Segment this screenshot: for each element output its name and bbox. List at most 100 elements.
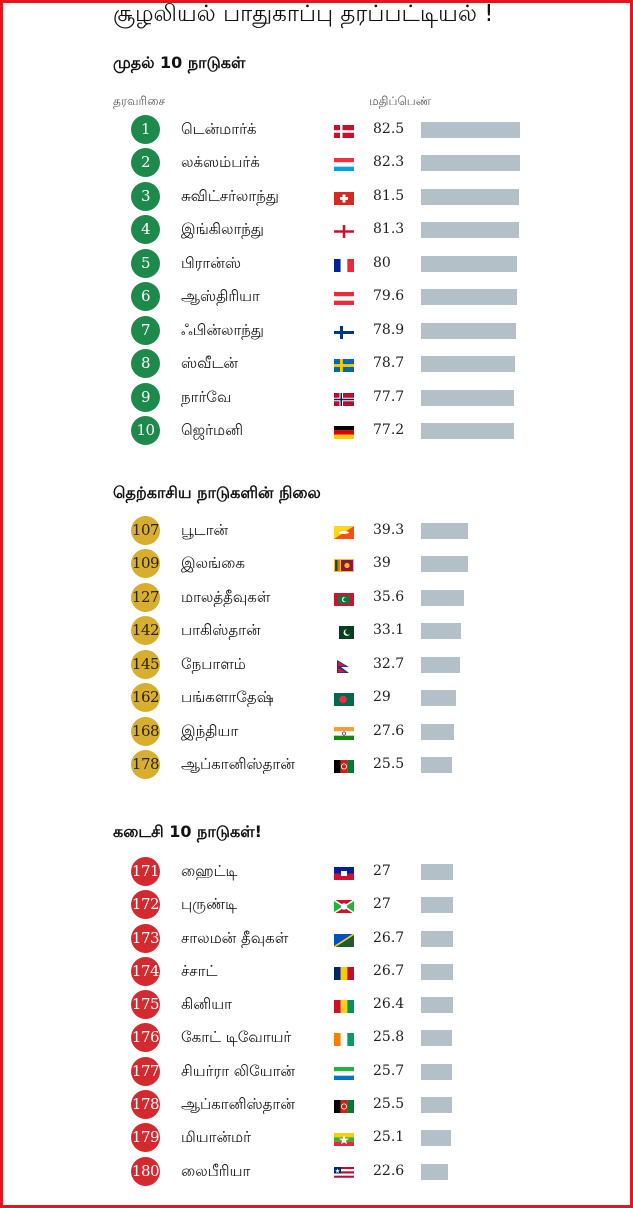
table-row: 127 மாலத்தீவுகள் 35.6 (0, 581, 633, 615)
country-name: நேபாளம் (181, 655, 246, 673)
sri-lanka-flag (334, 557, 354, 572)
rank-badge: 4 (131, 215, 160, 244)
score-value: 27.6 (373, 723, 405, 739)
score-value: 82.5 (373, 121, 405, 137)
score-bar (421, 897, 453, 913)
rank-badge: 172 (131, 890, 160, 919)
score-bar (421, 122, 520, 138)
country-name: பாகிஸ்தான் (181, 621, 261, 639)
score-bar (421, 155, 520, 171)
score-value: 25.8 (373, 1029, 405, 1045)
pakistan-flag (334, 624, 354, 639)
score-bar (421, 289, 517, 305)
score-value: 25.1 (373, 1129, 405, 1145)
india-flag (334, 725, 354, 740)
score-value: 25.7 (373, 1063, 405, 1079)
score-value: 26.4 (373, 996, 405, 1012)
table-row: 3 சுவிட்சர்லாந்து 81.5 (0, 180, 633, 214)
score-bar (421, 356, 515, 372)
rank-badge: 10 (131, 416, 160, 445)
france-flag (334, 257, 354, 272)
country-name: மியான்மர் (181, 1128, 251, 1146)
solomon-islands-flag (333, 932, 355, 948)
score-bar (421, 556, 468, 572)
rank-badge: 178 (131, 1090, 160, 1119)
chad-flag (334, 965, 354, 980)
rank-badge: 162 (131, 683, 160, 712)
table-row: 176 கோட் டிவோயர் 25.8 (0, 1021, 633, 1055)
score-value: 35.6 (373, 589, 405, 605)
country-name: பிரான்ஸ் (181, 254, 241, 272)
score-value: 27 (373, 896, 391, 912)
score-bar (421, 757, 452, 773)
table-row: 10 ஜெர்மனி 77.2 (0, 414, 633, 448)
rank-badge: 168 (131, 717, 160, 746)
score-bar (421, 1130, 451, 1146)
score-value: 80 (373, 255, 391, 271)
table-row: 174 ச்சாட் 26.7 (0, 955, 633, 989)
score-bar (421, 256, 517, 272)
table-row: 177 சியர்ரா லியோன் 25.7 (0, 1055, 633, 1089)
rank-badge: 177 (131, 1057, 160, 1086)
finland-flag (334, 324, 354, 339)
rank-badge: 178 (131, 750, 160, 779)
score-value: 27 (373, 863, 391, 879)
score-value: 81.3 (373, 221, 405, 237)
table-row: 179 மியான்மர் 25.1 (0, 1121, 633, 1155)
country-name: புருண்டி (181, 895, 238, 913)
table-row: 1 டென்மார்க் 82.5 (0, 113, 633, 147)
score-bar (421, 523, 468, 539)
score-bar (421, 590, 464, 606)
score-bar (421, 864, 453, 880)
table-row: 5 பிரான்ஸ் 80 (0, 247, 633, 281)
score-bar (421, 323, 516, 339)
score-bar (421, 997, 453, 1013)
rank-badge: 107 (131, 516, 160, 545)
england-flag (334, 223, 354, 238)
table-row: 145 நேபாளம் 32.7 (0, 648, 633, 682)
page-title: சூழலியல் பாதுகாப்பு தரப்பட்டியல் ! (113, 1, 494, 27)
score-bar (421, 1164, 448, 1180)
score-value: 26.7 (373, 930, 405, 946)
burundi-flag (333, 898, 355, 914)
score-value: 77.2 (373, 422, 405, 438)
country-name: ஆப்கானிஸ்தான் (181, 1095, 295, 1113)
rank-badge: 109 (131, 549, 160, 578)
rank-badge: 176 (131, 1023, 160, 1052)
rank-badge: 179 (131, 1123, 160, 1152)
country-name: லைபீரியா (181, 1162, 251, 1180)
rank-badge: 173 (131, 924, 160, 953)
rank-badge: 1 (131, 115, 160, 144)
rank-badge: 142 (131, 616, 160, 645)
score-bar (421, 390, 514, 406)
score-value: 22.6 (373, 1163, 405, 1179)
ivory-coast-flag (334, 1031, 354, 1046)
sweden-flag (334, 357, 354, 372)
liberia-flag (334, 1165, 354, 1181)
rank-badge: 7 (131, 316, 160, 345)
table-row: 180 லைபீரியா 22.6 (0, 1155, 633, 1189)
table-row: 4 இங்கிலாந்து 81.3 (0, 213, 633, 247)
haiti-flag (334, 865, 354, 880)
table-row: 6 ஆஸ்திரியா 79.6 (0, 280, 633, 314)
section-title-south-asia: தெற்காசிய நாடுகளின் நிலை (113, 483, 321, 502)
rank-badge: 180 (131, 1157, 160, 1186)
score-bar (421, 657, 460, 673)
table-row: 142 பாகிஸ்தான் 33.1 (0, 614, 633, 648)
country-name: ஹைட்டி (181, 862, 238, 880)
rank-badge: 3 (131, 182, 160, 211)
rank-badge: 175 (131, 990, 160, 1019)
score-value: 29 (373, 689, 391, 705)
score-value: 78.7 (373, 355, 405, 371)
rank-badge: 5 (131, 249, 160, 278)
country-name: இங்கிலாந்து (181, 220, 264, 238)
country-name: ஆஸ்திரியா (181, 287, 260, 305)
country-name: கினியா (181, 995, 232, 1013)
country-name: இலங்கை (181, 554, 245, 572)
germany-flag (334, 424, 354, 439)
score-bar (421, 222, 519, 238)
table-row: 9 நார்வே 77.7 (0, 381, 633, 415)
score-bar (421, 1030, 452, 1046)
score-value: 81.5 (373, 188, 405, 204)
